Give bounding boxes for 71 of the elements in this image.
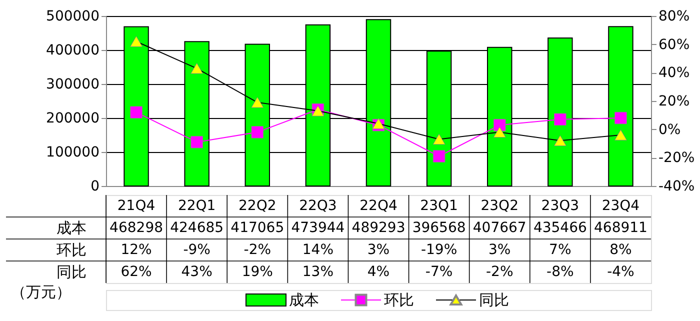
data-label: -4% (607, 264, 634, 280)
point (432, 150, 446, 162)
point (493, 126, 506, 138)
data-label: 417065 (230, 220, 284, 236)
x-tick-label: 22Q2 (238, 198, 276, 214)
data-label: -8% (546, 264, 574, 280)
data-label: 43% (181, 264, 212, 280)
data-label: 14% (302, 242, 334, 258)
y2-tick-label: -20% (658, 150, 695, 166)
x-tick-label: 23Q2 (480, 198, 518, 214)
point (190, 136, 203, 148)
data-label: 435466 (533, 220, 587, 236)
point (130, 106, 142, 118)
x-tick-label: 23Q1 (420, 198, 458, 214)
point (614, 112, 627, 124)
y2-tick-label: 80% (658, 8, 690, 24)
text: 同比 (56, 263, 86, 281)
text: 环比 (56, 241, 86, 259)
data-label: -7% (425, 264, 453, 280)
y-tick-label: 400000 (46, 42, 100, 58)
y-tick-label: 0 (90, 178, 100, 194)
x-tick-label: 22Q4 (360, 198, 398, 214)
point (190, 63, 203, 74)
data-label: 468298 (110, 220, 164, 236)
y-tick-label: 300000 (46, 76, 100, 92)
point (554, 135, 566, 146)
y2-tick-label: -40% (658, 178, 695, 194)
x-tick-label: 22Q3 (299, 198, 337, 214)
y2-tick-label: 60% (658, 36, 690, 53)
data-label: 13% (302, 264, 334, 280)
point (312, 106, 324, 116)
data-label: 396568 (412, 220, 466, 236)
point (614, 130, 627, 140)
data-label: 12% (120, 242, 152, 258)
point (554, 113, 566, 126)
point (130, 36, 142, 47)
y2-tick-label: 0% (658, 122, 681, 138)
y-tick-label: 100000 (46, 144, 100, 160)
data-label: 424685 (170, 220, 224, 236)
data-label: 3% (367, 242, 390, 258)
legend-label: 成本 (289, 291, 319, 309)
legend-label: 同比 (479, 291, 509, 309)
x-tick-label: 22Q1 (178, 198, 216, 214)
data-label: 3% (488, 242, 511, 258)
data-label: 489293 (352, 220, 406, 236)
x-tick-label: 21Q4 (117, 198, 156, 214)
text: 成本 (56, 219, 86, 237)
data-label: -19% (420, 242, 458, 258)
data-label: 473944 (291, 220, 345, 236)
data-label: -2% (486, 264, 514, 280)
legend-label: 环比 (384, 291, 414, 309)
point (432, 134, 446, 145)
data-label: 7% (549, 242, 572, 258)
data-label: -9% (183, 242, 210, 258)
y2-tick-label: 20% (658, 94, 690, 110)
x-tick-label: 23Q4 (602, 198, 640, 214)
point (251, 97, 264, 108)
data-label: 62% (120, 264, 152, 280)
point (493, 118, 506, 132)
data-label: 4% (367, 264, 390, 280)
y-tick-label: 200000 (46, 110, 100, 126)
data-label: 468911 (594, 220, 648, 236)
y2-tick-label: 40% (658, 65, 690, 82)
x-tick-label: 23Q3 (541, 198, 580, 214)
point (251, 126, 264, 138)
data-label: -2% (244, 242, 272, 258)
text: （万元） (11, 283, 71, 301)
data-label: 8% (610, 242, 632, 258)
data-label: 19% (242, 264, 273, 280)
y-tick-label: 500000 (46, 8, 100, 24)
data-label: 407667 (472, 220, 526, 236)
